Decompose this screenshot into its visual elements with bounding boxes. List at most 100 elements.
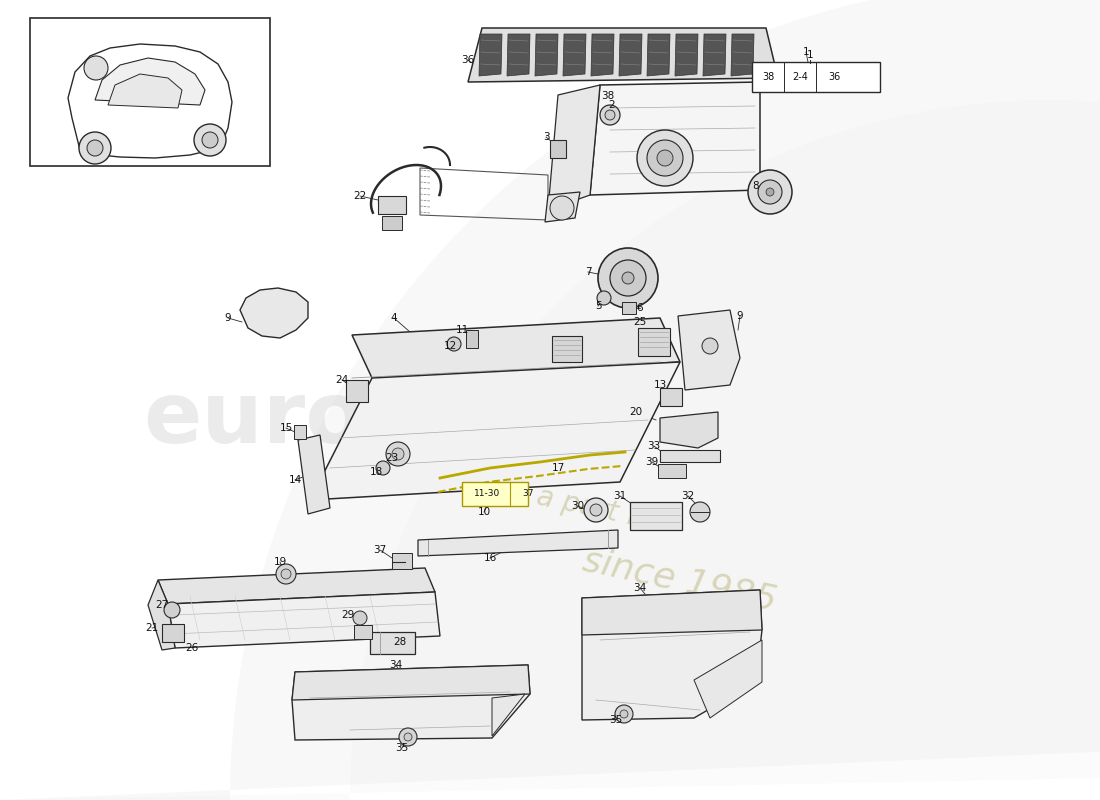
Text: 27: 27 bbox=[155, 600, 168, 610]
Text: 1: 1 bbox=[806, 50, 813, 60]
Circle shape bbox=[404, 733, 412, 741]
Polygon shape bbox=[678, 310, 740, 390]
Polygon shape bbox=[158, 568, 434, 604]
FancyBboxPatch shape bbox=[462, 482, 528, 506]
Circle shape bbox=[280, 569, 292, 579]
Text: 35: 35 bbox=[395, 743, 408, 753]
Polygon shape bbox=[68, 44, 232, 158]
Polygon shape bbox=[647, 34, 670, 76]
Text: 34: 34 bbox=[389, 660, 403, 670]
Text: 24: 24 bbox=[336, 375, 349, 385]
FancyBboxPatch shape bbox=[370, 632, 415, 654]
Circle shape bbox=[620, 710, 628, 718]
Circle shape bbox=[353, 611, 367, 625]
Circle shape bbox=[202, 132, 218, 148]
Polygon shape bbox=[292, 665, 530, 700]
Text: 2-4: 2-4 bbox=[792, 72, 807, 82]
Polygon shape bbox=[492, 694, 525, 736]
Text: 18: 18 bbox=[370, 467, 383, 477]
Polygon shape bbox=[548, 85, 600, 210]
Polygon shape bbox=[0, 100, 1100, 800]
Polygon shape bbox=[478, 34, 502, 76]
Text: 37: 37 bbox=[373, 545, 386, 555]
Circle shape bbox=[386, 442, 410, 466]
Circle shape bbox=[399, 728, 417, 746]
Text: 36: 36 bbox=[461, 55, 474, 65]
Text: 38: 38 bbox=[762, 72, 774, 82]
Polygon shape bbox=[591, 34, 614, 76]
Text: 20: 20 bbox=[629, 407, 642, 417]
Text: since 1985: since 1985 bbox=[580, 543, 780, 617]
FancyBboxPatch shape bbox=[660, 388, 682, 406]
Text: 7: 7 bbox=[585, 267, 592, 277]
Polygon shape bbox=[582, 590, 762, 635]
Circle shape bbox=[615, 705, 632, 723]
Circle shape bbox=[637, 130, 693, 186]
FancyBboxPatch shape bbox=[30, 18, 270, 166]
Text: 11-30: 11-30 bbox=[474, 490, 500, 498]
Text: 35: 35 bbox=[609, 715, 623, 725]
Text: 21: 21 bbox=[145, 623, 158, 633]
Circle shape bbox=[690, 502, 710, 522]
Polygon shape bbox=[95, 58, 205, 105]
Circle shape bbox=[590, 504, 602, 516]
Text: 36: 36 bbox=[828, 72, 840, 82]
Polygon shape bbox=[240, 288, 308, 338]
Polygon shape bbox=[694, 640, 762, 718]
Text: 26: 26 bbox=[186, 643, 199, 653]
FancyBboxPatch shape bbox=[346, 380, 368, 402]
Text: 25: 25 bbox=[634, 317, 647, 327]
FancyBboxPatch shape bbox=[552, 336, 582, 362]
Text: 17: 17 bbox=[551, 463, 564, 473]
Text: 29: 29 bbox=[341, 610, 354, 620]
FancyBboxPatch shape bbox=[550, 140, 566, 158]
FancyBboxPatch shape bbox=[354, 625, 372, 639]
FancyBboxPatch shape bbox=[660, 450, 720, 462]
Text: 8: 8 bbox=[752, 181, 759, 191]
Text: euroc: euroc bbox=[144, 378, 416, 462]
Text: 5: 5 bbox=[595, 301, 602, 311]
Text: 38: 38 bbox=[602, 91, 615, 101]
Text: 1: 1 bbox=[803, 47, 810, 57]
Text: 9: 9 bbox=[737, 311, 744, 321]
Polygon shape bbox=[108, 74, 182, 108]
Polygon shape bbox=[544, 192, 580, 222]
Text: 31: 31 bbox=[614, 491, 627, 501]
Text: 3: 3 bbox=[542, 132, 549, 142]
Polygon shape bbox=[310, 362, 680, 500]
Polygon shape bbox=[168, 592, 440, 648]
Polygon shape bbox=[563, 34, 586, 76]
Circle shape bbox=[748, 170, 792, 214]
FancyBboxPatch shape bbox=[638, 328, 670, 356]
Circle shape bbox=[87, 140, 103, 156]
Circle shape bbox=[598, 248, 658, 308]
Circle shape bbox=[194, 124, 226, 156]
Circle shape bbox=[79, 132, 111, 164]
Text: 4: 4 bbox=[390, 313, 397, 323]
Circle shape bbox=[597, 291, 611, 305]
Circle shape bbox=[702, 338, 718, 354]
Circle shape bbox=[605, 110, 615, 120]
Text: 37: 37 bbox=[522, 490, 534, 498]
Circle shape bbox=[376, 461, 390, 475]
FancyBboxPatch shape bbox=[752, 62, 880, 92]
Polygon shape bbox=[732, 34, 754, 76]
Text: 28: 28 bbox=[394, 637, 407, 647]
FancyBboxPatch shape bbox=[294, 425, 306, 439]
Text: a part for: a part for bbox=[534, 483, 667, 537]
Text: 34: 34 bbox=[634, 583, 647, 593]
Text: 32: 32 bbox=[681, 491, 694, 501]
Polygon shape bbox=[352, 318, 680, 378]
Text: 2: 2 bbox=[608, 100, 615, 110]
Text: 14: 14 bbox=[288, 475, 301, 485]
Circle shape bbox=[610, 260, 646, 296]
Circle shape bbox=[647, 140, 683, 176]
Polygon shape bbox=[418, 530, 618, 556]
Text: 30: 30 bbox=[571, 501, 584, 511]
Circle shape bbox=[600, 105, 620, 125]
FancyBboxPatch shape bbox=[621, 302, 636, 314]
Text: 33: 33 bbox=[648, 441, 661, 451]
Polygon shape bbox=[675, 34, 698, 76]
Circle shape bbox=[766, 188, 774, 196]
Polygon shape bbox=[660, 412, 718, 448]
